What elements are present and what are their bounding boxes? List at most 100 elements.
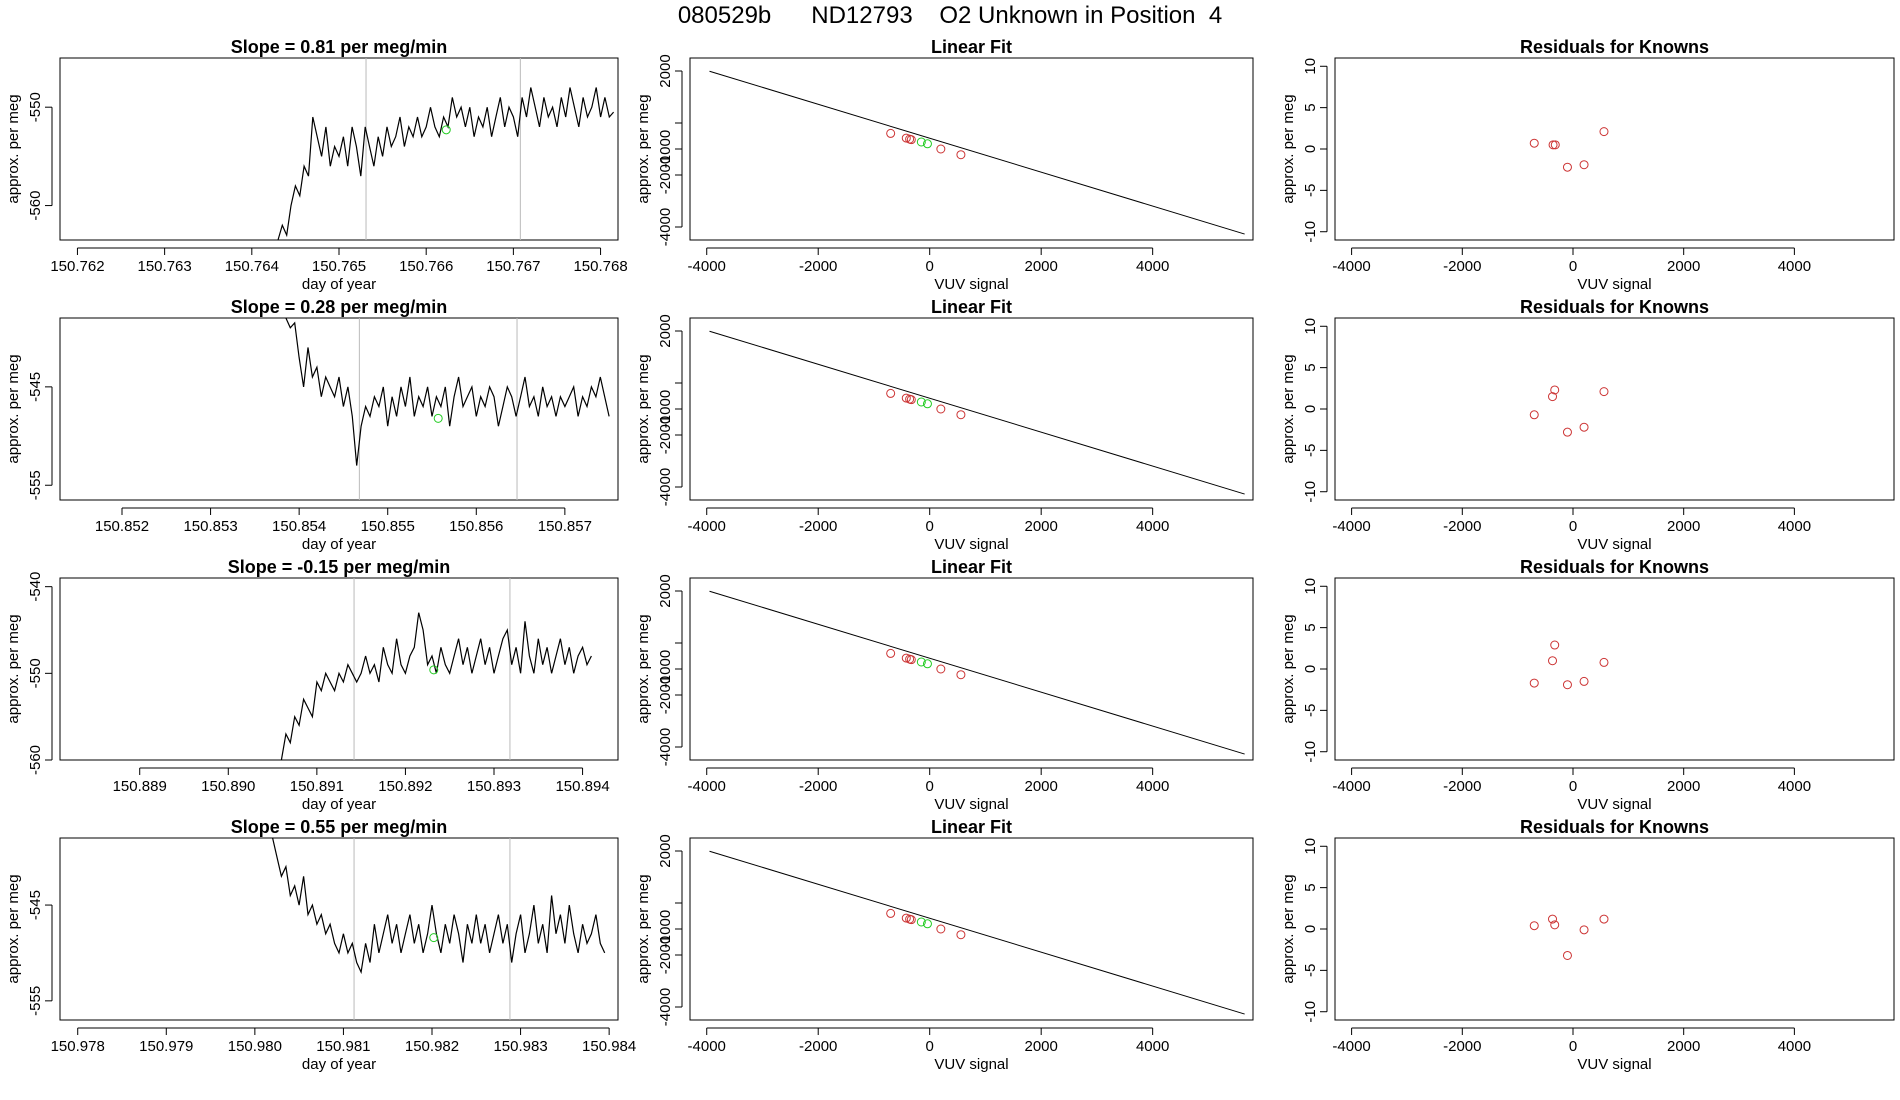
x-tick-label: 150.856 bbox=[449, 518, 503, 535]
x-tick-label: -2000 bbox=[1443, 258, 1481, 275]
y-tick-label: -5 bbox=[1302, 444, 1319, 457]
residual-point bbox=[1562, 680, 1572, 690]
x-tick-label: 150.984 bbox=[582, 1038, 636, 1055]
panel-title: Residuals for Knowns bbox=[1520, 557, 1709, 577]
y-tick-label: 10 bbox=[1302, 838, 1319, 855]
y-tick-label: -1000 bbox=[657, 650, 674, 688]
y-tick-label: -10 bbox=[1302, 221, 1319, 243]
y-tick-label: 2000 bbox=[657, 314, 674, 347]
x-tick-label: 0 bbox=[1569, 1038, 1577, 1055]
x-tick-label: 0 bbox=[1569, 258, 1577, 275]
panel-2-3: Residuals for Knowns -4000 -2000 0 2000 4000 V… bbox=[1280, 297, 1895, 553]
y-tick-label: -4000 bbox=[657, 208, 674, 246]
panel-title: Linear Fit bbox=[931, 37, 1012, 57]
residual-point bbox=[1550, 640, 1560, 650]
unknown-point bbox=[916, 917, 926, 927]
y-tick-label: -10 bbox=[1302, 1001, 1319, 1023]
y-tick-label: -1000 bbox=[657, 130, 674, 168]
y-axis-label: approx. per meg bbox=[635, 614, 652, 723]
x-tick-label: -4000 bbox=[1332, 1038, 1370, 1055]
x-axis-label: day of year bbox=[302, 276, 376, 293]
known-point bbox=[956, 150, 966, 160]
y-tick-label: -545 bbox=[27, 372, 44, 402]
fit-line bbox=[709, 590, 1245, 755]
residual-point bbox=[1548, 914, 1558, 924]
panel-title: Slope = -0.15 per meg/min bbox=[228, 557, 451, 577]
plot-area bbox=[272, 838, 606, 1020]
x-axis-label: day of year bbox=[302, 796, 376, 813]
x-tick-label: 2000 bbox=[1024, 258, 1057, 275]
y-axis-label: approx. per meg bbox=[5, 94, 22, 203]
y-tick-label: -550 bbox=[27, 658, 44, 688]
plot-area bbox=[277, 58, 615, 240]
y-tick-label: 10 bbox=[1302, 318, 1319, 335]
y-axis-label: approx. per meg bbox=[1280, 354, 1297, 463]
residual-point bbox=[1548, 656, 1558, 666]
y-tick-label: -540 bbox=[27, 572, 44, 602]
x-tick-label: 4000 bbox=[1136, 258, 1169, 275]
x-axis-label: VUV signal bbox=[934, 1056, 1008, 1073]
x-tick-label: 150.768 bbox=[573, 258, 627, 275]
panel-title: Residuals for Knowns bbox=[1520, 817, 1709, 837]
plot-area bbox=[1529, 640, 1609, 690]
x-tick-label: -2000 bbox=[799, 778, 837, 795]
residual-point bbox=[1579, 676, 1589, 686]
y-tick-label: 5 bbox=[1302, 363, 1319, 371]
y-axis-label: approx. per meg bbox=[1280, 614, 1297, 723]
y-tick-label: 5 bbox=[1302, 883, 1319, 891]
residual-point bbox=[1550, 140, 1560, 150]
y-tick-label: -5 bbox=[1302, 704, 1319, 717]
y-tick-label: -1000 bbox=[657, 390, 674, 428]
x-tick-label: 150.763 bbox=[138, 258, 192, 275]
residual-point bbox=[1562, 162, 1572, 172]
x-axis-label: VUV signal bbox=[1577, 276, 1651, 293]
residual-point bbox=[1562, 950, 1572, 960]
unknown-point-marker bbox=[429, 665, 439, 675]
x-tick-label: 2000 bbox=[1667, 258, 1700, 275]
known-point bbox=[936, 924, 946, 934]
unknown-point bbox=[916, 397, 926, 407]
known-point bbox=[956, 410, 966, 420]
y-tick-label: 5 bbox=[1302, 103, 1319, 111]
x-tick-label: 4000 bbox=[1778, 778, 1811, 795]
y-tick-label: -4000 bbox=[657, 988, 674, 1026]
x-tick-label: -2000 bbox=[799, 258, 837, 275]
plot-frame bbox=[689, 837, 1254, 1021]
x-tick-label: 2000 bbox=[1024, 1038, 1057, 1055]
x-tick-label: 150.982 bbox=[405, 1038, 459, 1055]
x-tick-label: 2000 bbox=[1667, 1038, 1700, 1055]
y-tick-label: -1000 bbox=[657, 910, 674, 948]
plot-frame bbox=[689, 577, 1254, 761]
known-point bbox=[906, 915, 916, 925]
x-tick-label: 0 bbox=[1569, 518, 1577, 535]
x-tick-label: 150.979 bbox=[139, 1038, 193, 1055]
x-tick-label: 150.894 bbox=[555, 778, 609, 795]
unknown-point bbox=[916, 657, 926, 667]
x-tick-label: 150.891 bbox=[290, 778, 344, 795]
residual-point bbox=[1529, 410, 1539, 420]
known-point bbox=[886, 388, 896, 398]
x-tick-label: 150.854 bbox=[272, 518, 326, 535]
y-axis-label: approx. per meg bbox=[1280, 94, 1297, 203]
plot-area bbox=[1529, 385, 1609, 437]
x-tick-label: -4000 bbox=[1332, 778, 1370, 795]
x-tick-label: 4000 bbox=[1778, 258, 1811, 275]
x-tick-label: 150.764 bbox=[225, 258, 279, 275]
known-point bbox=[936, 404, 946, 414]
x-tick-label: -2000 bbox=[1443, 518, 1481, 535]
x-tick-label: 4000 bbox=[1136, 518, 1169, 535]
residual-point bbox=[1548, 140, 1558, 150]
known-point bbox=[936, 664, 946, 674]
panel-title: Slope = 0.28 per meg/min bbox=[231, 297, 448, 317]
y-tick-label: -5 bbox=[1302, 964, 1319, 977]
x-tick-label: 150.893 bbox=[467, 778, 521, 795]
x-tick-label: 150.853 bbox=[183, 518, 237, 535]
x-tick-label: 0 bbox=[1569, 778, 1577, 795]
x-tick-label: 150.852 bbox=[95, 518, 149, 535]
page-title: 080529b ND12793 O2 Unknown in Position 4 bbox=[677, 2, 1223, 29]
plot-frame bbox=[689, 57, 1254, 241]
unknown-point bbox=[916, 137, 926, 147]
x-axis-label: VUV signal bbox=[1577, 536, 1651, 553]
plot-area bbox=[1529, 127, 1609, 172]
y-tick-label: 10 bbox=[1302, 578, 1319, 595]
